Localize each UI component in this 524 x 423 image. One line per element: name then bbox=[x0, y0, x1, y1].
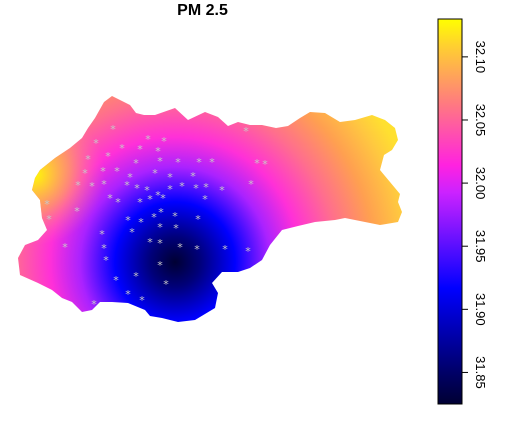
station-marker: * bbox=[89, 180, 95, 193]
station-marker: * bbox=[74, 205, 80, 218]
legend-tick-label: 31.85 bbox=[473, 356, 488, 389]
station-marker: * bbox=[100, 165, 106, 178]
station-marker: * bbox=[93, 137, 99, 150]
station-marker: * bbox=[133, 270, 139, 283]
station-marker: * bbox=[175, 156, 181, 169]
station-marker: * bbox=[173, 222, 179, 235]
station-marker: * bbox=[82, 167, 88, 180]
station-marker: * bbox=[202, 193, 208, 206]
station-marker: * bbox=[194, 243, 200, 256]
station-marker: * bbox=[99, 228, 105, 241]
station-marker: * bbox=[190, 170, 196, 183]
legend-tick-label: 31.90 bbox=[473, 293, 488, 326]
station-marker: * bbox=[145, 133, 151, 146]
station-marker: * bbox=[152, 167, 158, 180]
station-marker: * bbox=[110, 123, 116, 136]
station-marker: * bbox=[103, 254, 109, 267]
station-marker: * bbox=[115, 196, 121, 209]
station-markers: ** *** * * ** ** * * * * * ** * * * * * ** * * * * * * * * * * ** * * *… bbox=[44, 123, 268, 311]
station-marker: * bbox=[62, 241, 68, 254]
station-marker: * bbox=[144, 184, 150, 197]
station-marker: * bbox=[137, 196, 143, 209]
station-marker: * bbox=[151, 211, 157, 224]
station-marker: * bbox=[172, 210, 178, 223]
station-marker: * bbox=[147, 236, 153, 249]
station-marker: * bbox=[114, 165, 120, 178]
station-marker: * bbox=[158, 206, 164, 219]
map-title: PM 2.5 bbox=[177, 2, 228, 19]
station-marker: * bbox=[107, 192, 113, 205]
station-marker: * bbox=[222, 243, 228, 256]
station-marker: * bbox=[155, 189, 161, 202]
station-marker: * bbox=[138, 216, 144, 229]
station-marker: * bbox=[137, 143, 143, 156]
legend-color-bar bbox=[437, 18, 463, 405]
station-marker: * bbox=[177, 241, 183, 254]
legend-tick-label: 32.05 bbox=[473, 104, 488, 137]
station-marker: * bbox=[85, 153, 91, 166]
station-marker: * bbox=[44, 198, 50, 211]
station-marker: * bbox=[139, 294, 145, 307]
station-marker: * bbox=[248, 178, 254, 191]
station-marker: * bbox=[243, 125, 249, 138]
station-marker: * bbox=[160, 192, 166, 205]
legend-tick-label: 31.95 bbox=[473, 230, 488, 263]
station-marker: * bbox=[147, 193, 153, 206]
station-marker: * bbox=[219, 184, 225, 197]
station-marker: * bbox=[101, 242, 107, 255]
station-marker: * bbox=[167, 171, 173, 184]
station-marker: * bbox=[163, 278, 169, 291]
station-marker: * bbox=[101, 178, 107, 191]
station-marker: * bbox=[254, 157, 260, 170]
station-marker: * bbox=[113, 274, 119, 287]
station-marker: * bbox=[245, 245, 251, 258]
station-marker: * bbox=[157, 237, 163, 250]
station-marker: * bbox=[127, 171, 133, 184]
station-marker: * bbox=[75, 179, 81, 192]
station-marker: * bbox=[179, 180, 185, 193]
legend-tick-label: 32.10 bbox=[473, 41, 488, 74]
station-marker: * bbox=[125, 214, 131, 227]
station-marker: * bbox=[167, 183, 173, 196]
station-marker: * bbox=[155, 145, 161, 158]
station-marker: * bbox=[157, 259, 163, 272]
station-marker: * bbox=[133, 157, 139, 170]
station-marker: * bbox=[203, 181, 209, 194]
station-marker: * bbox=[124, 179, 130, 192]
station-marker: * bbox=[46, 213, 52, 226]
legend-tick-label: 32.00 bbox=[473, 167, 488, 200]
station-marker: * bbox=[119, 142, 125, 155]
station-marker: * bbox=[134, 182, 140, 195]
station-marker: * bbox=[157, 221, 163, 234]
station-marker: * bbox=[209, 156, 215, 169]
station-marker: * bbox=[196, 156, 202, 169]
color-legend: 31.85 31.90 31.95 32.00 32.05 32.10 bbox=[437, 18, 488, 405]
station-marker: * bbox=[193, 182, 199, 195]
station-marker: * bbox=[161, 135, 167, 148]
station-marker: * bbox=[195, 213, 201, 226]
station-marker: * bbox=[91, 298, 97, 311]
station-marker: * bbox=[157, 155, 163, 168]
station-marker: * bbox=[105, 150, 111, 163]
station-marker: * bbox=[125, 288, 131, 301]
station-marker: * bbox=[129, 226, 135, 239]
station-marker: * bbox=[262, 158, 268, 171]
pm25-surface bbox=[18, 96, 402, 322]
